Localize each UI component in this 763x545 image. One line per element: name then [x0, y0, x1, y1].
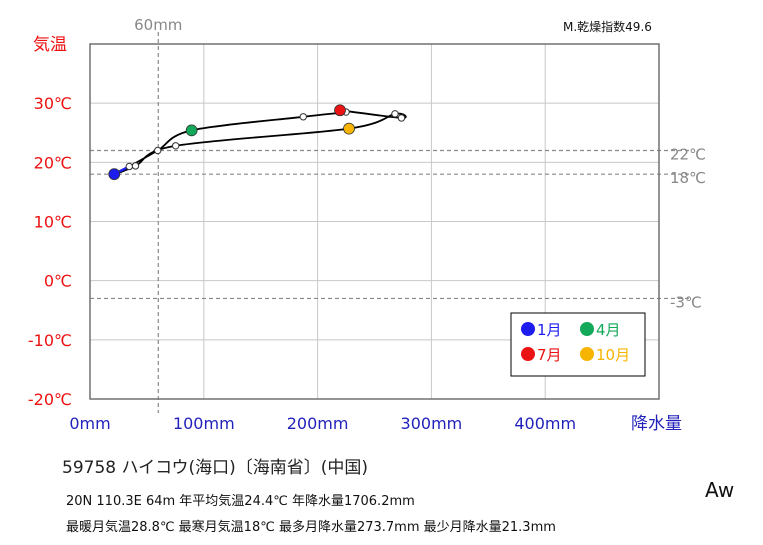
station-label: 59758 ハイコウ(海口)〔海南省〕(中国) [62, 458, 368, 478]
y-tick-label: 20℃ [34, 153, 72, 172]
month-point-4 [185, 124, 198, 137]
x-tick-label: 200mm [287, 414, 349, 433]
legend-marker [521, 322, 535, 336]
station-extremes: 最暖月気温28.8℃ 最寒月気温18℃ 最多月降水量273.7mm 最少月降水量… [66, 520, 556, 535]
x-axis-title: 降水量 [631, 414, 682, 434]
reference-label-precip: 60mm [134, 16, 182, 34]
month-point-1 [108, 168, 121, 181]
legend-marker [521, 347, 535, 361]
x-tick-label: 400mm [514, 414, 576, 433]
y-tick-label: -10℃ [28, 331, 72, 350]
month-point-9 [391, 110, 399, 118]
legend-box [510, 312, 646, 377]
legend-label: 4月 [596, 321, 621, 339]
month-point-11 [171, 142, 180, 150]
station-info: 20N 110.3E 64m 年平均気温24.4℃ 年降水量1706.2mm [66, 494, 415, 509]
x-tick-label: 100mm [173, 414, 235, 433]
x-tick-label: 0mm [69, 414, 110, 433]
month-point-7 [334, 104, 346, 117]
reference-label-temp: -3℃ [670, 293, 702, 311]
y-tick-label: 30℃ [34, 94, 72, 113]
y-tick-label: -20℃ [28, 390, 72, 409]
legend-label: 10月 [596, 346, 630, 364]
legend-label: 7月 [537, 346, 562, 364]
month-point-12 [131, 162, 140, 170]
month-point-2 [125, 162, 133, 171]
plot-frame [89, 43, 660, 400]
reference-label-temp: 22℃ [670, 146, 706, 164]
month-point-8 [397, 114, 406, 122]
y-tick-label: 0℃ [44, 272, 72, 291]
koppen-class: Aw [705, 478, 735, 502]
y-axis-title: 気温 [33, 35, 67, 55]
legend-marker [580, 322, 594, 336]
legend-label: 1月 [537, 321, 562, 339]
month-point-3 [154, 146, 162, 155]
y-tick-label: 10℃ [34, 213, 72, 232]
aridity-index: M.乾燥指数49.6 [563, 20, 652, 34]
reference-label-temp: 18℃ [670, 169, 706, 187]
legend-marker [580, 347, 594, 361]
month-point-10 [343, 122, 355, 135]
x-tick-label: 300mm [401, 414, 463, 433]
month-point-5 [299, 113, 307, 121]
